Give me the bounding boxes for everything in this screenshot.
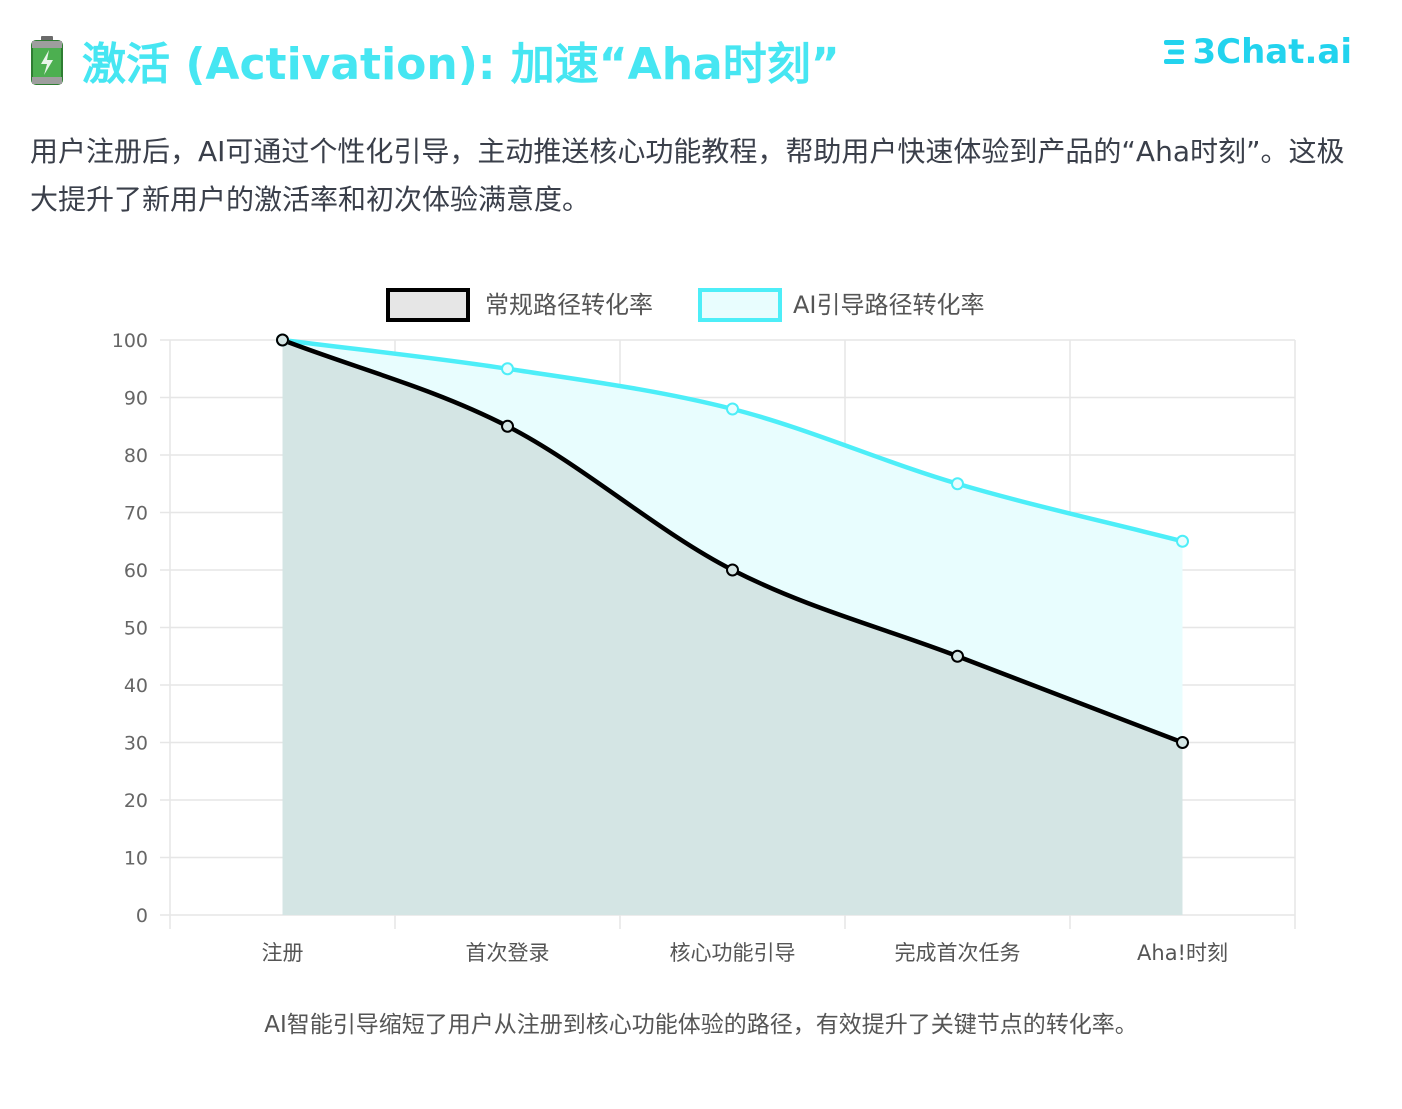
tick-layer: 0 10 20 30 40 50 60 70 80 90 100 注册 首次登录 核心功能引导 完成首次任务… xyxy=(112,330,1228,965)
y-tick-label: 40 xyxy=(124,675,148,697)
data-point xyxy=(276,333,289,347)
x-tick-label: Aha!时刻 xyxy=(1137,941,1228,965)
y-tick-label: 30 xyxy=(124,733,148,755)
x-tick-label: 注册 xyxy=(262,941,304,965)
y-tick-label: 100 xyxy=(112,330,148,352)
conversion-chart: 0 10 20 30 40 50 60 70 80 90 100 注册 首次登录 核心功能引导 完成首次任务… xyxy=(0,270,1402,990)
y-tick-label: 80 xyxy=(124,445,148,467)
legend[interactable]: 常规路径转化率 AI引导路径转化率 xyxy=(386,288,985,322)
x-tick-label: 核心功能引导 xyxy=(670,941,796,965)
y-tick-label: 60 xyxy=(124,560,148,582)
data-point xyxy=(1176,736,1189,749)
data-point xyxy=(951,477,964,491)
point-layer xyxy=(276,333,1189,749)
data-point xyxy=(951,649,964,663)
chart-svg: 0 10 20 30 40 50 60 70 80 90 100 注册 首次登录 核心功能引导 完成首次任务… xyxy=(112,288,1296,965)
brand-name: 3Chat.ai xyxy=(1192,32,1352,72)
legend-label: 常规路径转化率 xyxy=(485,291,653,319)
data-point xyxy=(726,402,739,416)
series-area-0 xyxy=(282,340,1183,915)
y-tick-label: 0 xyxy=(136,905,148,927)
legend-swatch xyxy=(698,288,782,322)
data-point xyxy=(501,419,514,433)
y-tick-label: 20 xyxy=(124,790,148,812)
battery-icon xyxy=(30,35,64,85)
fill-layer xyxy=(282,340,1183,915)
chart-caption: AI智能引导缩短了用户从注册到核心功能体验的路径，有效提升了关键节点的转化率。 xyxy=(264,1012,1138,1038)
page-title: 激活 (Activation): 加速“Aha时刻” xyxy=(82,39,840,90)
description-paragraph: 用户注册后，AI可通过个性化引导，主动推送核心功能教程，帮助用户快速体验到产品的… xyxy=(30,135,1345,216)
brand-logo: 3Chat.ai xyxy=(1164,32,1352,72)
menu-lines-icon xyxy=(1164,37,1186,67)
legend-swatch xyxy=(386,288,470,322)
x-tick-label: 首次登录 xyxy=(466,941,550,965)
header: 激活 (Activation): 加速“Aha时刻” 3Chat.ai xyxy=(30,28,1370,98)
x-tick-label: 完成首次任务 xyxy=(895,941,1021,965)
y-tick-label: 70 xyxy=(124,503,148,525)
y-tick-label: 50 xyxy=(124,618,148,640)
y-tick-label: 10 xyxy=(124,848,148,870)
legend-label: AI引导路径转化率 xyxy=(793,291,985,319)
data-point xyxy=(726,563,739,577)
y-tick-label: 90 xyxy=(124,388,148,410)
data-point xyxy=(501,362,514,376)
data-point xyxy=(1176,534,1189,548)
title-row: 激活 (Activation): 加速“Aha时刻” xyxy=(30,28,840,92)
